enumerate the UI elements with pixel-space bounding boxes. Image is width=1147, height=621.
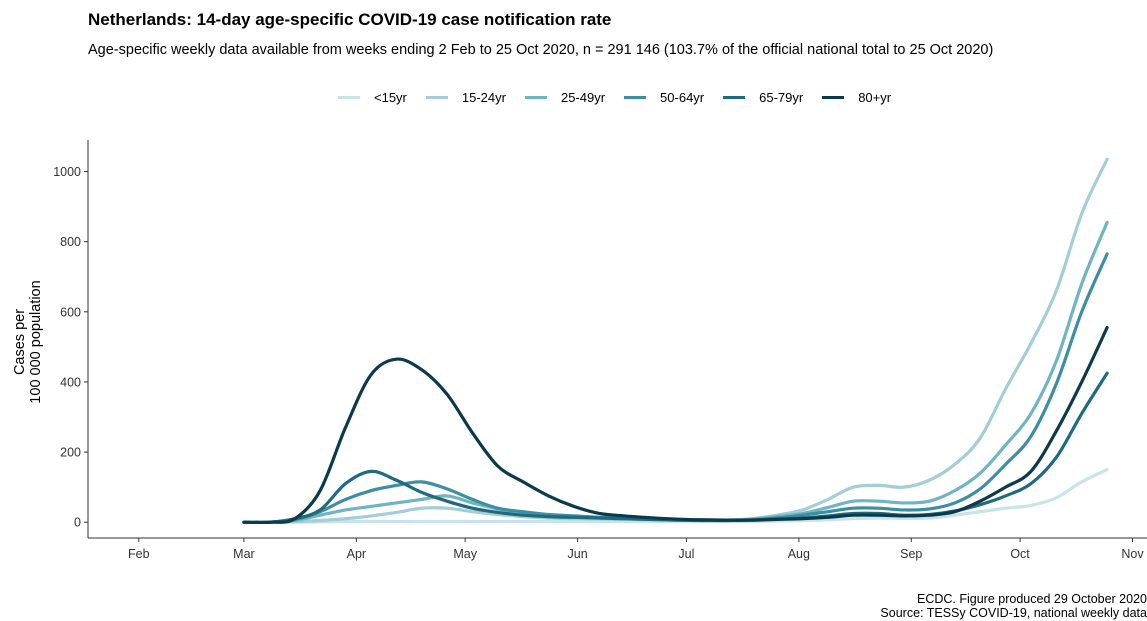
x-tick-label: Mar bbox=[233, 547, 255, 561]
y-tick-label: 600 bbox=[60, 305, 81, 319]
legend-item-80plusyr: 80+yr bbox=[822, 90, 891, 105]
y-tick-label: 200 bbox=[60, 446, 81, 460]
series-line-50-64yr bbox=[242, 252, 1109, 525]
chart-legend: <15yr 15-24yr 25-49yr 50-64yr 65-79yr 80+yr bbox=[338, 88, 910, 106]
legend-item-25-49yr: 25-49yr bbox=[524, 89, 606, 105]
legend-swatch bbox=[624, 95, 647, 99]
series-line-80plusyr bbox=[242, 326, 1109, 525]
legend-item-under-15yr: <15yr bbox=[338, 90, 407, 105]
legend-swatch bbox=[723, 95, 746, 99]
x-tick-label: Jun bbox=[568, 547, 588, 561]
y-axis-title-line1: Cases per bbox=[12, 309, 28, 375]
x-tick-label: Aug bbox=[788, 547, 810, 561]
x-tick-label: Apr bbox=[347, 547, 366, 561]
legend-swatch bbox=[822, 95, 845, 99]
series-line-15-24yr bbox=[242, 157, 1109, 524]
legend-swatch bbox=[338, 95, 360, 99]
y-tick-label: 400 bbox=[60, 375, 81, 389]
y-tick-label: 0 bbox=[74, 516, 81, 530]
x-tick-label: May bbox=[453, 547, 477, 561]
y-tick-label: 800 bbox=[60, 235, 81, 249]
chart-axes: 0 200 400 600 800 1000 Feb Mar Apr May Jun Jul Aug Se… bbox=[53, 140, 1147, 561]
x-tick-label: Oct bbox=[1010, 547, 1030, 561]
legend-item-65-79yr: 65-79yr bbox=[723, 90, 803, 105]
x-tick-label: Nov bbox=[1121, 547, 1144, 561]
legend-item-50-64yr: 50-64yr bbox=[624, 90, 704, 105]
legend-label: <15yr bbox=[374, 89, 407, 105]
chart-title: Netherlands: 14-day age-specific COVID-1… bbox=[88, 10, 612, 29]
footer-source: Source: TESSy COVID-19, national weekly … bbox=[880, 606, 1147, 620]
x-tick-label: Sep bbox=[900, 547, 922, 561]
legend-label: 65-79yr bbox=[759, 89, 804, 105]
legend-label: 50-64yr bbox=[660, 89, 705, 105]
series-line-65-79yr bbox=[242, 371, 1109, 525]
chart-subtitle: Age-specific weekly data available from … bbox=[88, 42, 994, 58]
legend-label: 80+yr bbox=[858, 89, 892, 105]
footer-produced: ECDC. Figure produced 29 October 2020 bbox=[917, 592, 1147, 606]
series-lines bbox=[242, 157, 1109, 525]
legend-label: 25-49yr bbox=[560, 89, 606, 105]
legend-swatch bbox=[524, 95, 547, 99]
y-axis-title-line2: 100 000 population bbox=[28, 280, 44, 403]
x-tick-label: Feb bbox=[128, 547, 150, 561]
x-tick-label: Jul bbox=[678, 547, 694, 561]
y-tick-label: 1000 bbox=[53, 165, 81, 179]
legend-swatch bbox=[425, 95, 448, 99]
legend-item-15-24yr: 15-24yr bbox=[425, 89, 506, 105]
legend-label: 15-24yr bbox=[461, 89, 506, 105]
